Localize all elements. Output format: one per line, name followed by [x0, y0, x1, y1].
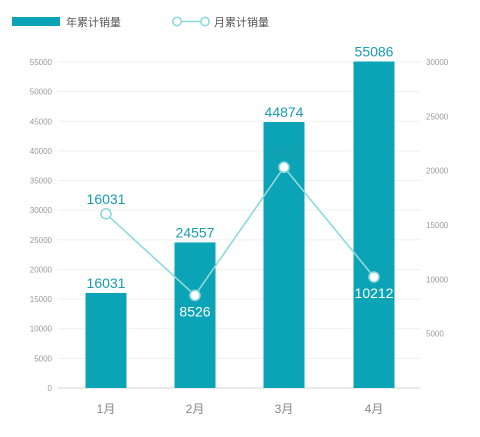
left-tick-label: 0 [48, 384, 53, 393]
legend-bar-label: 年累计销量 [66, 15, 121, 29]
left-axis: 0 5000 10000 15000 20000 25000 30000 35000 40000… [30, 58, 53, 393]
bar [174, 242, 216, 388]
legend-line-marker [172, 16, 183, 27]
legend-line-label: 月累计销量 [214, 15, 269, 29]
right-axis: 5000 10000 15000 20000 25000 30000 [426, 58, 449, 339]
right-tick-label: 5000 [426, 330, 444, 339]
bar-value-label: 24557 [176, 224, 215, 240]
legend: 年累计销量 月累计销量 [12, 15, 269, 29]
bar-value-label: 55086 [355, 43, 394, 59]
left-tick-label: 5000 [34, 354, 52, 363]
left-tick-label: 10000 [30, 325, 53, 334]
left-tick-label: 55000 [30, 58, 53, 67]
bar [353, 61, 395, 388]
line-point [100, 207, 112, 220]
line-point [278, 161, 290, 174]
legend-bar-swatch [12, 17, 60, 26]
category-label: 1月 [97, 402, 116, 416]
category-label: 4月 [365, 402, 384, 416]
right-tick-label: 15000 [426, 221, 449, 230]
bar-value-label: 16031 [87, 275, 126, 291]
right-tick-label: 30000 [426, 58, 449, 67]
right-tick-label: 20000 [426, 167, 449, 176]
category-label: 3月 [275, 402, 294, 416]
right-tick-label: 10000 [426, 275, 449, 284]
left-tick-label: 35000 [30, 177, 53, 186]
line-point [189, 289, 201, 302]
x-axis: 1月 2月 3月 4月 [97, 402, 384, 416]
line-value-label: 8526 [179, 303, 210, 319]
bar [85, 292, 127, 388]
series-line [105, 165, 375, 297]
bar-series [85, 61, 395, 388]
line-value-label: 20317 [265, 144, 304, 160]
line-value-label: 10212 [355, 285, 394, 301]
left-tick-label: 15000 [30, 295, 53, 304]
left-tick-label: 25000 [30, 236, 53, 245]
left-tick-label: 50000 [30, 88, 53, 97]
left-tick-label: 30000 [30, 206, 53, 215]
right-tick-label: 25000 [426, 112, 449, 121]
left-tick-label: 40000 [30, 147, 53, 156]
left-tick-label: 20000 [30, 265, 53, 274]
data-labels: 16031 24557 44874 55086 16031 8526 20317 10212 [87, 43, 394, 319]
line-value-label: 16031 [87, 191, 126, 207]
line-point [368, 271, 380, 283]
line-series [100, 161, 380, 302]
category-label: 2月 [186, 402, 205, 416]
legend-line-marker [200, 16, 211, 27]
bar-value-label: 44874 [265, 104, 304, 120]
left-tick-label: 45000 [30, 117, 53, 126]
